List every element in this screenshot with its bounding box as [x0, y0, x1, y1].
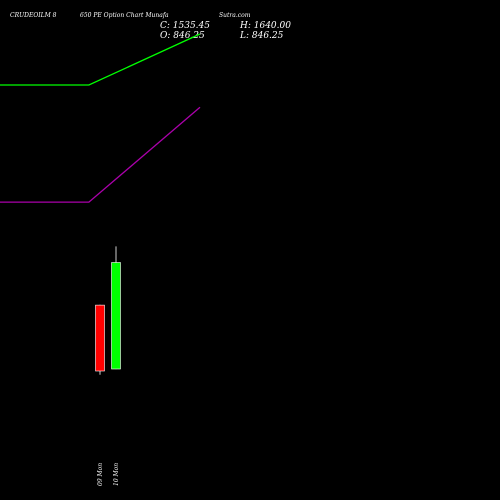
- indicator-lines: [0, 33, 201, 203]
- high-value: H: 1640.00: [239, 21, 291, 31]
- x-tick-label-1: 09 Mon: [97, 463, 104, 486]
- candles: [95, 246, 121, 375]
- indicator-line-2: [0, 106, 201, 203]
- low-value: L: 846.25: [239, 31, 284, 41]
- x-tick-label-2: 10 Mon: [113, 463, 120, 486]
- x-axis-ticks: 09 Mon 10 Mon: [97, 463, 120, 486]
- candle-body-2: [111, 262, 121, 370]
- chart-site: Sutra.com: [219, 12, 251, 19]
- indicator-line-1: [0, 33, 201, 86]
- chart-title: 650 PE Option Chart Munafa: [80, 12, 169, 19]
- close-value: C: 1535.45: [160, 21, 210, 31]
- candle-body-1: [95, 304, 105, 372]
- chart-symbol: CRUDEOILM 8: [10, 12, 57, 19]
- open-value: O: 846.25: [160, 31, 205, 41]
